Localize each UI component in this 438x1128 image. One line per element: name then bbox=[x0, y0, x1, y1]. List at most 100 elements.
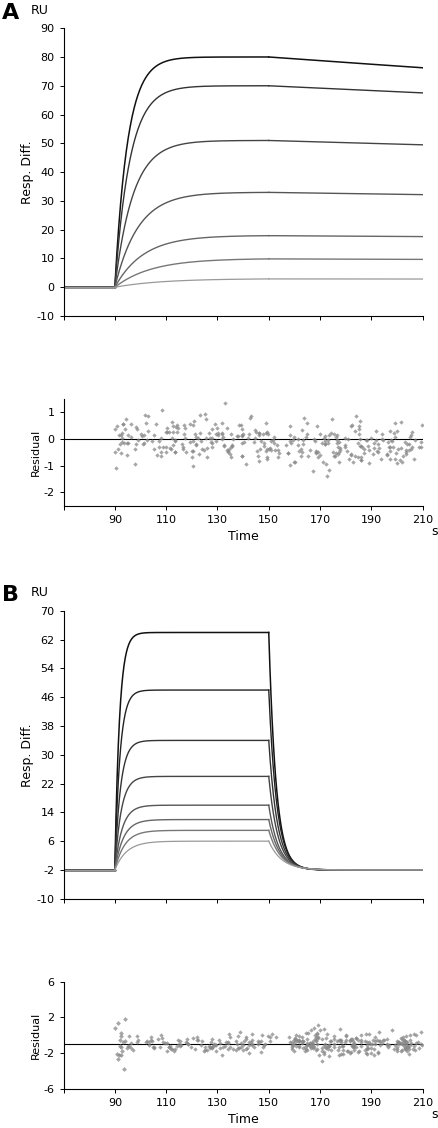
Point bbox=[330, 442, 337, 460]
Point bbox=[299, 1028, 306, 1046]
Point bbox=[157, 447, 164, 465]
Point bbox=[368, 1036, 375, 1054]
Point bbox=[158, 400, 165, 418]
Point bbox=[397, 1042, 404, 1060]
Point bbox=[304, 1041, 311, 1059]
Point bbox=[419, 416, 426, 434]
Point bbox=[347, 1032, 354, 1050]
Point bbox=[397, 440, 404, 458]
Point bbox=[182, 418, 189, 437]
Point bbox=[213, 1037, 220, 1055]
Point bbox=[148, 1032, 155, 1050]
Point bbox=[384, 1036, 391, 1054]
Point bbox=[114, 1050, 121, 1068]
Point bbox=[344, 1041, 351, 1059]
Point bbox=[204, 1040, 211, 1058]
Point bbox=[286, 1029, 293, 1047]
Point bbox=[403, 1033, 410, 1051]
Point bbox=[133, 418, 140, 437]
Point bbox=[246, 1033, 253, 1051]
X-axis label: Time: Time bbox=[228, 1113, 258, 1126]
Point bbox=[163, 443, 170, 461]
Point bbox=[411, 1041, 418, 1059]
Point bbox=[321, 434, 328, 452]
Point bbox=[336, 439, 343, 457]
Point bbox=[391, 450, 398, 468]
Point bbox=[408, 426, 415, 444]
Point bbox=[235, 1028, 242, 1046]
Point bbox=[408, 423, 415, 441]
Point bbox=[392, 443, 399, 461]
Point bbox=[208, 1033, 215, 1051]
Point bbox=[219, 428, 226, 446]
Point bbox=[285, 444, 292, 462]
Point bbox=[372, 1028, 379, 1046]
Point bbox=[370, 1040, 377, 1058]
Point bbox=[143, 431, 150, 449]
Point bbox=[226, 446, 233, 464]
Point bbox=[312, 443, 319, 461]
Point bbox=[261, 1037, 268, 1055]
Point bbox=[117, 435, 124, 453]
Point bbox=[336, 433, 343, 451]
Point bbox=[362, 1041, 369, 1059]
Point bbox=[364, 1039, 371, 1057]
Point bbox=[372, 431, 379, 449]
Point bbox=[300, 1032, 307, 1050]
Point bbox=[327, 1032, 334, 1050]
Point bbox=[120, 415, 127, 433]
Point bbox=[116, 1047, 123, 1065]
Point bbox=[371, 1046, 378, 1064]
Point bbox=[383, 1030, 390, 1048]
Point bbox=[390, 1040, 397, 1058]
Point bbox=[203, 448, 210, 466]
Point bbox=[328, 1041, 335, 1059]
Point bbox=[295, 435, 302, 453]
Point bbox=[256, 1033, 263, 1051]
Point bbox=[350, 1032, 357, 1050]
Point bbox=[407, 429, 414, 447]
Point bbox=[149, 1038, 156, 1056]
Point bbox=[238, 447, 245, 465]
Point bbox=[380, 431, 387, 449]
Point bbox=[379, 1034, 386, 1052]
Point bbox=[168, 1040, 175, 1058]
Point bbox=[187, 415, 194, 433]
Point bbox=[224, 1040, 231, 1058]
Point bbox=[127, 1033, 134, 1051]
Point bbox=[268, 441, 275, 459]
Point bbox=[211, 1037, 218, 1055]
Point bbox=[118, 1028, 125, 1046]
Point bbox=[328, 1032, 335, 1050]
Point bbox=[403, 1041, 410, 1059]
Point bbox=[321, 1038, 328, 1056]
Point bbox=[190, 1029, 197, 1047]
Point bbox=[286, 417, 293, 435]
Point bbox=[376, 1032, 383, 1050]
Point bbox=[192, 1040, 199, 1058]
Point bbox=[212, 1036, 219, 1054]
Point bbox=[288, 1036, 295, 1054]
Point bbox=[163, 423, 170, 441]
Point bbox=[302, 1024, 309, 1042]
Point bbox=[201, 1041, 208, 1059]
Point bbox=[154, 446, 161, 464]
Point bbox=[157, 1038, 164, 1056]
Point bbox=[343, 1031, 350, 1049]
Point bbox=[307, 1039, 314, 1057]
Point bbox=[323, 1039, 330, 1057]
Point bbox=[293, 1031, 300, 1049]
Point bbox=[303, 425, 310, 443]
Point bbox=[351, 423, 358, 441]
Point bbox=[357, 448, 364, 466]
Point bbox=[233, 1036, 240, 1054]
Text: RU: RU bbox=[31, 3, 49, 17]
Point bbox=[202, 405, 209, 423]
Point bbox=[117, 1023, 124, 1041]
Point bbox=[313, 1040, 320, 1058]
Point bbox=[189, 416, 196, 434]
Point bbox=[348, 1030, 355, 1048]
Point bbox=[286, 432, 293, 450]
Point bbox=[261, 437, 268, 455]
Point bbox=[357, 437, 364, 455]
